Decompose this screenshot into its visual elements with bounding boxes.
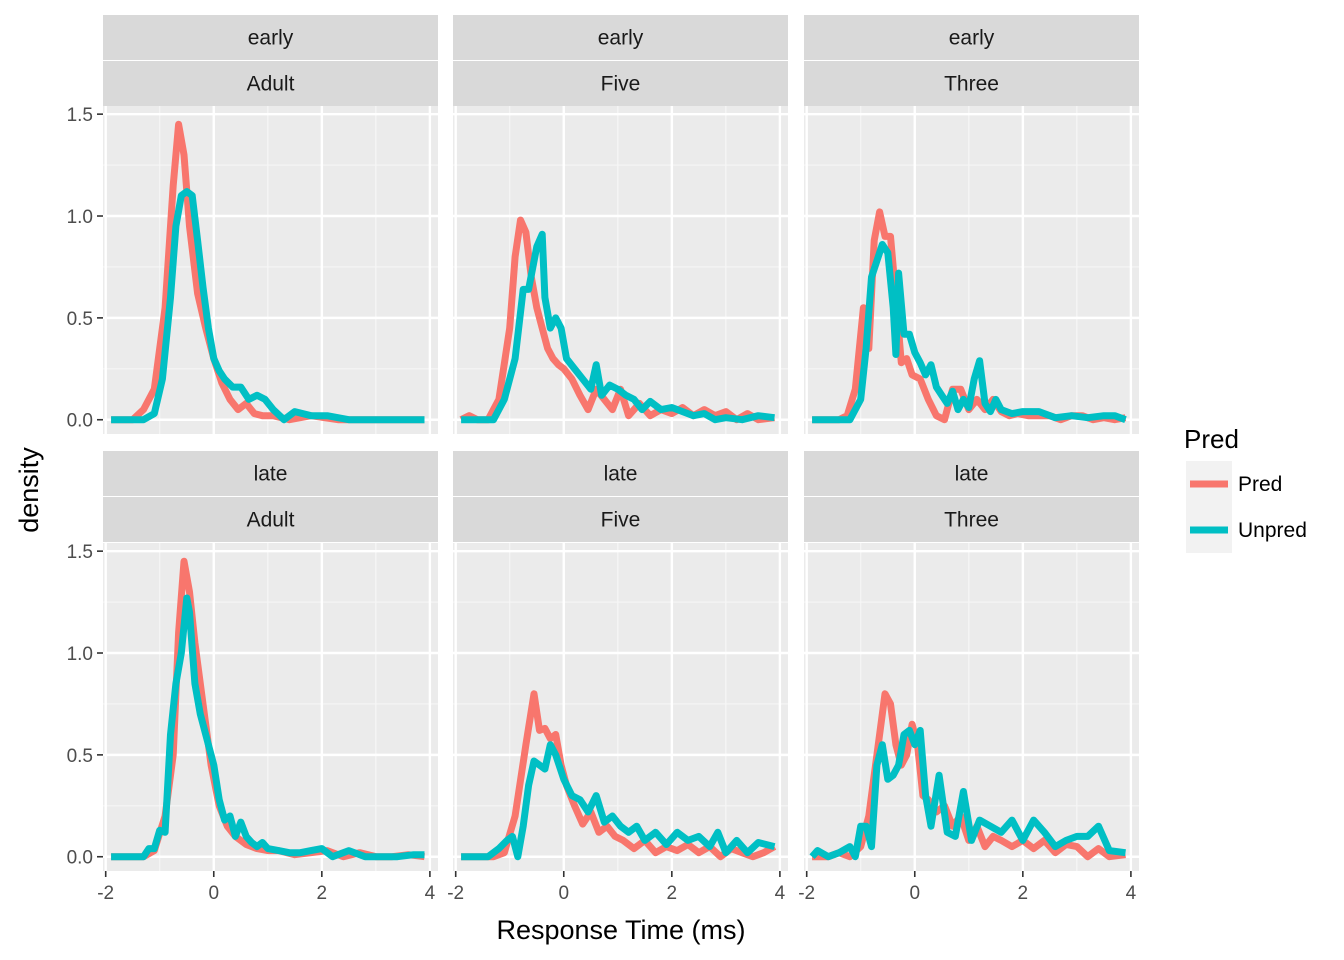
x-tick-label: -2 [447,883,464,904]
plot-background [804,543,1139,871]
legend-label-unpred: Unpred [1238,519,1307,542]
panel-early-three: early Three [804,15,1139,434]
strip-bottom-label: Five [601,73,641,96]
y-tick-label: 1.5 [67,542,93,563]
x-tick-label: 0 [208,883,219,904]
y-tick-label: 0.5 [67,746,93,767]
x-tick-label: 4 [1126,883,1137,904]
strip-bottom-label: Five [601,509,641,532]
series-line-unpred [809,726,1126,861]
panel-early-five: early Five [453,15,788,434]
y-tick-label: 0.5 [67,309,93,330]
y-tick-label: 0.0 [67,848,93,869]
panel-late-adult: late Adult 0.0 0.5 1.0 1.5 -2 0 2 4 [67,451,438,904]
strip-top-label: early [598,27,644,50]
x-tick-label: 0 [909,883,920,904]
strip-bottom-background [804,61,1139,106]
series-line-unpred [461,230,775,424]
strip-top-background [804,451,1139,496]
series-line-unpred [461,741,776,861]
series-line-unpred [111,188,425,424]
x-tick-label: 2 [317,883,328,904]
strip-bottom-background [453,61,788,106]
series-line-pred [461,690,777,861]
legend-title: Pred [1184,424,1239,454]
strip-top-background [453,15,788,60]
y-tick-label: 1.5 [67,105,93,126]
strip-bottom-label: Three [944,73,999,96]
y-axis-title: density [14,447,44,533]
x-tick-label: 4 [775,883,786,904]
legend: Pred Pred Unpred [1184,424,1307,553]
strip-top-background [103,15,438,60]
x-tick-label: -2 [97,883,114,904]
panel-late-three: late Three -2 0 2 4 [798,451,1139,904]
series-line-unpred [812,241,1127,424]
x-tick-label: 0 [558,883,569,904]
y-tick-label: 1.0 [67,644,93,665]
strip-bottom-background [453,497,788,542]
x-tick-label: 4 [425,883,436,904]
legend-label-pred: Pred [1238,473,1282,496]
x-axis-title: Response Time (ms) [496,915,745,945]
strip-bottom-label: Three [944,509,999,532]
panel-late-five: late Five -2 0 2 4 [447,451,788,904]
strip-bottom-label: Adult [247,73,295,96]
series-line-unpred [111,594,425,861]
strip-top-label: late [955,463,989,486]
strip-top-background [103,451,438,496]
strip-top-label: early [949,27,995,50]
strip-top-label: late [254,463,288,486]
x-tick-label: 2 [1018,883,1029,904]
panel-early-adult: early Adult 0.0 0.5 1.0 1.5 [67,15,438,434]
x-tick-label: -2 [798,883,815,904]
strip-bottom-background [103,61,438,106]
strip-bottom-background [103,497,438,542]
y-tick-label: 0.0 [67,411,93,432]
strip-bottom-label: Adult [247,509,295,532]
strip-top-label: late [604,463,638,486]
strip-top-background [453,451,788,496]
plot-background [103,543,438,871]
series-line-pred [459,216,775,424]
x-tick-label: 2 [667,883,678,904]
strip-bottom-background [804,497,1139,542]
strip-top-background [804,15,1139,60]
strip-top-label: early [248,27,294,50]
y-tick-label: 1.0 [67,207,93,228]
plot-background [453,543,788,871]
